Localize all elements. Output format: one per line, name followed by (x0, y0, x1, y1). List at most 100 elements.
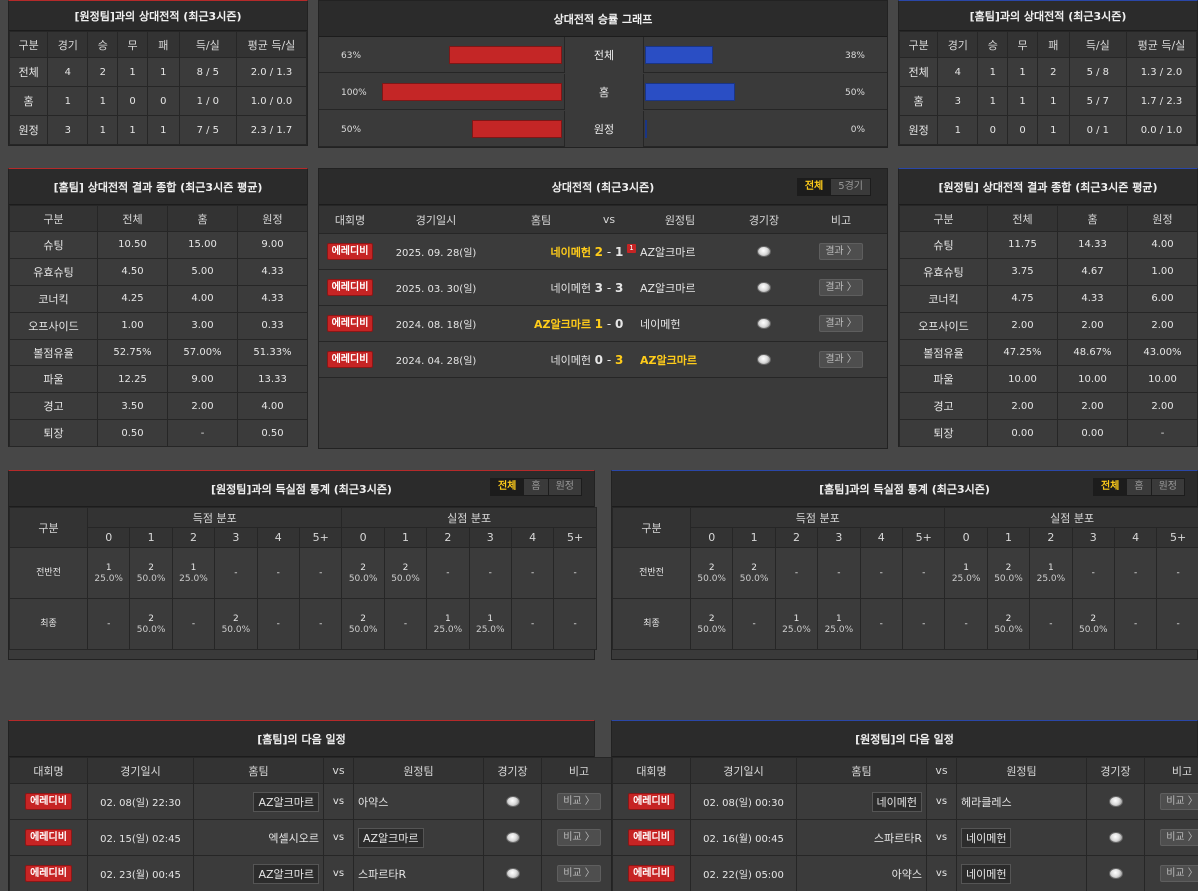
away-team[interactable]: 네이메헌 (961, 863, 1012, 884)
league-badge[interactable]: 에레디비 (25, 829, 72, 846)
graph-row-label: 홈 (564, 74, 644, 110)
h2h-home-panel: [홈팀]과의 상대전적 (최근3시즌) 구분 경기 승 무 패 득/실 평균 득/실 전체 4 1… (898, 0, 1198, 146)
home-team[interactable]: 네이메헌 (491, 233, 591, 270)
table-cell: 9.00 (167, 365, 238, 394)
column-header: 평균 득/실 (235, 31, 308, 58)
count: - (794, 567, 799, 578)
count: - (1134, 567, 1138, 578)
away-team[interactable]: 아약스 (358, 795, 389, 809)
league-badge[interactable]: 에레디비 (25, 865, 72, 882)
percent: 50.0% (739, 573, 769, 584)
home-team[interactable]: AZ알크마르 (491, 305, 591, 342)
bucket-row: 0 1 2 3 4 5+ 0 1 2 3 4 5+ (10, 527, 597, 548)
table-cell: - (167, 419, 238, 448)
home-team[interactable]: 아약스 (891, 867, 922, 881)
count: - (964, 618, 968, 629)
result-button[interactable]: 결과 〉 (819, 243, 863, 260)
table-cell: 2.0 / 1.3 (235, 57, 308, 87)
column-header: 전체 (987, 205, 1058, 232)
tab-5-games[interactable]: 5경기 (830, 179, 870, 195)
count: - (879, 618, 883, 629)
panel-title: 상대전적 (최근3시즌) 전체 5경기 (319, 169, 887, 205)
away-team[interactable]: AZ알크마르 (640, 281, 696, 295)
tab-all[interactable]: 전체 (1093, 479, 1127, 495)
conceded-distribution-header: 실점 분포 (944, 507, 1198, 528)
summary-away-table: 구분 전체 홈 원정 슈팅 11.75 14.33 4.00 유효슈팅 3.75 4.67 1.00 코… (899, 205, 1198, 448)
row-label: 볼점유율 (899, 338, 988, 367)
goals-tabs: 전체 홈 원정 (489, 478, 582, 496)
result-button[interactable]: 결과 〉 (819, 351, 863, 368)
percent: 50.0% (391, 573, 420, 584)
home-team[interactable]: 네이메헌 (871, 791, 922, 812)
compare-button[interactable]: 비교 〉 (1160, 865, 1198, 882)
home-team[interactable]: AZ알크마르 (253, 863, 319, 884)
percent: 25.0% (94, 573, 123, 584)
compare-button[interactable]: 비교 〉 (1160, 829, 1198, 846)
compare-button[interactable]: 비교 〉 (1160, 793, 1198, 810)
away-team[interactable]: 네이메헌 (961, 827, 1012, 848)
away-team[interactable]: AZ알크마르 (640, 245, 696, 259)
table-row: 코너킥 4.75 4.33 6.00 (899, 284, 1198, 313)
count: - (922, 567, 926, 578)
table-row: 파울 12.25 9.00 13.33 (9, 365, 308, 394)
away-team[interactable]: 헤라클레스 (961, 795, 1012, 809)
column-header: 홈팀 (491, 205, 591, 234)
goal-bucket-header: 3 (817, 527, 861, 548)
away-team[interactable]: AZ알크마르 (358, 827, 424, 848)
league-badge[interactable]: 에레디비 (628, 865, 675, 882)
league-badge[interactable]: 에레디비 (25, 793, 72, 810)
league-badge[interactable]: 에레디비 (628, 829, 675, 846)
table-cell: 1.7 / 2.3 (1125, 86, 1198, 116)
away-win-bar (645, 83, 735, 101)
header-row: 구분 전체 홈 원정 (9, 205, 308, 232)
distribution-cell: 2 50.0% (383, 547, 428, 599)
distribution-cell: 2 50.0% (986, 598, 1031, 650)
table-cell: 43.00% (1127, 338, 1198, 367)
matches-tabs: 전체 5경기 (796, 178, 871, 196)
result-button[interactable]: 결과 〉 (819, 279, 863, 296)
tab-home[interactable]: 홈 (1126, 479, 1151, 495)
tab-away[interactable]: 원정 (547, 479, 581, 495)
goal-bucket-header: 0 (944, 527, 988, 548)
table-cell: 4.33 (237, 257, 308, 286)
tab-away[interactable]: 원정 (1150, 479, 1184, 495)
column-header: 무 (117, 31, 148, 58)
home-team[interactable]: 네이메헌 (491, 341, 591, 378)
column-header: 구분 (612, 507, 691, 548)
home-team[interactable]: 엑셀시오르 (268, 831, 319, 845)
compare-button[interactable]: 비교 〉 (557, 829, 601, 846)
home-team[interactable]: AZ알크마르 (253, 791, 319, 812)
table-cell: 4.33 (1057, 284, 1128, 313)
percent: 50.0% (994, 573, 1023, 584)
tab-all[interactable]: 전체 (797, 179, 831, 195)
league-badge[interactable]: 에레디비 (628, 793, 675, 810)
compare-button[interactable]: 비교 〉 (557, 865, 601, 882)
away-team[interactable]: 네이메헌 (640, 317, 681, 331)
header-row: 대회명 경기일시 홈팀 vs 원정팀 경기장 비고 (319, 205, 887, 234)
distribution-cell: - (944, 598, 988, 650)
compare-button[interactable]: 비교 〉 (557, 793, 601, 810)
tab-home[interactable]: 홈 (523, 479, 548, 495)
away-team[interactable]: 스파르타R (358, 867, 407, 881)
table-cell: 14.33 (1057, 231, 1128, 259)
league-badge[interactable]: 에레디비 (326, 351, 374, 368)
count: - (403, 618, 408, 629)
table-row: 슈팅 11.75 14.33 4.00 (899, 231, 1198, 259)
distribution-cell: - (1156, 598, 1198, 650)
away-team[interactable]: AZ알크마르 (640, 353, 697, 367)
percent: 25.0% (433, 624, 463, 635)
percent: 50.0% (697, 573, 726, 584)
table-cell: 57.00% (167, 338, 238, 367)
league-badge[interactable]: 에레디비 (326, 279, 374, 296)
home-team[interactable]: 네이메헌 (491, 269, 591, 306)
league-badge[interactable]: 에레디비 (326, 243, 374, 260)
league-badge[interactable]: 에레디비 (326, 315, 374, 332)
result-button[interactable]: 결과 〉 (819, 315, 863, 332)
match-date: 02. 08(일) 00:30 (690, 783, 797, 820)
table-cell: 0.33 (237, 311, 308, 340)
panel-title-text: [원정팀]과의 득실점 통계 (최근3시즌) (211, 482, 392, 496)
row-label: 전체 (8, 57, 49, 87)
table-cell: 4.33 (237, 284, 308, 313)
home-team[interactable]: 스파르타R (873, 831, 922, 845)
tab-all[interactable]: 전체 (490, 479, 524, 495)
